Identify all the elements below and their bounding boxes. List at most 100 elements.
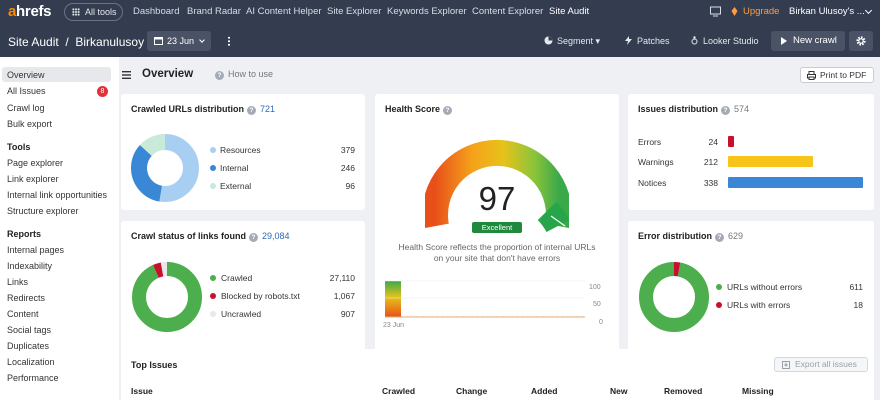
nav-ai-content-helper[interactable]: AI Content Helper	[246, 6, 322, 17]
export-all-issues-button[interactable]: Export all issues	[774, 357, 868, 372]
sidebar-item-localization[interactable]: Localization	[7, 357, 55, 367]
print-pdf-button[interactable]: Print to PDF	[800, 67, 874, 83]
top-bar: ahrefs All tools Dashboard Brand Radar A…	[0, 0, 880, 25]
legend-dot-without-errors	[716, 284, 722, 290]
sidebar-item-redirects[interactable]: Redirects	[7, 293, 46, 303]
legend-value-internal[interactable]: 246	[340, 163, 355, 173]
legend-value-with-errors[interactable]: 18	[853, 300, 863, 310]
help-icon[interactable]: ?	[443, 106, 453, 115]
help-icon[interactable]: ?	[249, 233, 259, 242]
new-crawl-button[interactable]: New crawl	[771, 31, 845, 51]
chevron-down-icon	[199, 37, 205, 43]
sidebar-active-highlight	[2, 67, 111, 82]
nav-dashboard[interactable]: Dashboard	[133, 6, 180, 17]
legend-value-external[interactable]: 96	[345, 181, 355, 191]
legend-value-resources[interactable]: 379	[340, 145, 355, 155]
crawled-urls-total[interactable]: 721	[260, 104, 276, 114]
donut-slice-with-errors[interactable]	[639, 262, 709, 332]
column-header-crawled[interactable]: Crawled	[382, 386, 416, 396]
column-header-new[interactable]: New	[610, 386, 628, 396]
crawl-status-total[interactable]: 29,084	[262, 231, 290, 241]
looker-studio-button[interactable]: Looker Studio	[690, 36, 759, 46]
legend-label-without-errors[interactable]: URLs without errors	[727, 282, 803, 292]
sidebar-item-all-issues[interactable]: All Issues	[7, 86, 46, 96]
sidebar-item-indexability[interactable]: Indexability	[7, 261, 53, 271]
health-score-card: Health Score? 97 Excellent Health Score …	[375, 94, 619, 396]
sidebar-item-crawl-log[interactable]: Crawl log	[7, 103, 45, 113]
column-header-change[interactable]: Change	[456, 386, 488, 396]
donut-slice-external[interactable]	[131, 134, 199, 202]
issues-value-warnings[interactable]: 212	[703, 157, 718, 167]
column-header-added[interactable]: Added	[531, 386, 558, 396]
sidebar-item-content[interactable]: Content	[7, 309, 39, 319]
sidebar-item-page-explorer[interactable]: Page explorer	[7, 158, 64, 168]
help-icon[interactable]: ?	[721, 106, 731, 115]
settings-button[interactable]	[849, 31, 873, 51]
issues-label-errors[interactable]: Errors	[638, 137, 662, 147]
health-badge: Excellent	[472, 222, 522, 233]
donut-slice-uncrawled[interactable]	[132, 262, 202, 332]
segment-icon	[544, 36, 553, 45]
sidebar-item-links[interactable]: Links	[7, 277, 29, 287]
health-history-bar[interactable]	[385, 281, 401, 317]
sidebar-item-internal-pages[interactable]: Internal pages	[7, 245, 65, 255]
legend-label-internal[interactable]: Internal	[220, 163, 249, 173]
sidebar-item-structure-explorer[interactable]: Structure explorer	[7, 206, 79, 216]
sidebar-item-duplicates[interactable]: Duplicates	[7, 341, 50, 351]
sidebar-item-link-explorer[interactable]: Link explorer	[7, 174, 59, 184]
health-date-label: 23 Jun	[383, 322, 405, 329]
date-selector[interactable]: 23 Jun	[147, 31, 211, 51]
all-tools-button[interactable]: All tools	[64, 3, 123, 21]
donut-slice-without-errors[interactable]	[639, 262, 709, 332]
legend-label-external[interactable]: External	[220, 181, 252, 191]
donut-slice-crawled[interactable]	[132, 262, 202, 332]
help-icon[interactable]: ?	[247, 106, 257, 115]
legend-label-resources[interactable]: Resources	[220, 145, 261, 155]
nav-site-explorer[interactable]: Site Explorer	[327, 6, 382, 17]
legend-value-blocked[interactable]: 1,067	[333, 291, 355, 301]
segment-button[interactable]: Segment ▾	[544, 36, 600, 47]
legend-label-blocked[interactable]: Blocked by robots.txt	[221, 291, 300, 301]
column-header-issue[interactable]: Issue	[131, 386, 153, 396]
how-to-use-link[interactable]: ? How to use	[215, 69, 273, 80]
help-icon[interactable]: ?	[715, 233, 724, 242]
nav-content-explorer[interactable]: Content Explorer	[472, 6, 544, 17]
sidebar-item-overview[interactable]: Overview	[7, 70, 45, 80]
column-header-missing[interactable]: Missing	[742, 386, 774, 396]
sidebar-item-internal-link-opportunities[interactable]: Internal link opportunities	[7, 190, 108, 200]
issues-value-errors[interactable]: 24	[708, 137, 718, 147]
issues-value-notices[interactable]: 338	[703, 178, 718, 188]
nav-brand-radar[interactable]: Brand Radar	[187, 6, 241, 17]
monitor-icon[interactable]	[710, 6, 721, 17]
sidebar-item-social-tags[interactable]: Social tags	[7, 325, 52, 335]
legend-label-uncrawled[interactable]: Uncrawled	[221, 309, 262, 319]
issues-label-warnings[interactable]: Warnings	[638, 157, 674, 167]
ahrefs-logo[interactable]: ahrefs	[8, 3, 52, 20]
issues-bar-warnings[interactable]	[728, 156, 863, 167]
kebab-icon[interactable]	[228, 36, 230, 46]
issues-bar-errors[interactable]	[728, 136, 863, 147]
hamburger-icon[interactable]	[122, 71, 131, 79]
issues-bar-notices[interactable]	[728, 177, 863, 188]
bell-icon[interactable]	[729, 6, 740, 17]
patches-button[interactable]: Patches	[624, 36, 670, 46]
legend-value-crawled[interactable]: 27,110	[329, 273, 355, 283]
user-menu[interactable]: Birkan Ulusoy's ...	[789, 6, 865, 17]
user-chevron-icon[interactable]	[864, 6, 873, 15]
issues-label-notices[interactable]: Notices	[638, 178, 667, 188]
legend-label-crawled[interactable]: Crawled	[221, 273, 253, 283]
health-score-title: Health Score?	[385, 104, 453, 115]
issues-distribution-total: 574	[734, 104, 750, 114]
legend-dot-resources	[210, 147, 216, 153]
nav-keywords-explorer[interactable]: Keywords Explorer	[387, 6, 467, 17]
upgrade-link[interactable]: Upgrade	[743, 6, 780, 17]
sidebar-item-bulk-export[interactable]: Bulk export	[7, 119, 53, 129]
column-header-removed[interactable]: Removed	[664, 386, 703, 396]
legend-value-without-errors[interactable]: 611	[849, 282, 863, 292]
sidebar-item-performance[interactable]: Performance	[7, 373, 59, 383]
legend-label-with-errors[interactable]: URLs with errors	[727, 300, 791, 310]
donut-slice-internal[interactable]	[131, 134, 199, 202]
legend-value-uncrawled[interactable]: 907	[340, 309, 355, 319]
nav-site-audit[interactable]: Site Audit	[549, 6, 590, 17]
legend-dot-crawled	[210, 275, 216, 281]
